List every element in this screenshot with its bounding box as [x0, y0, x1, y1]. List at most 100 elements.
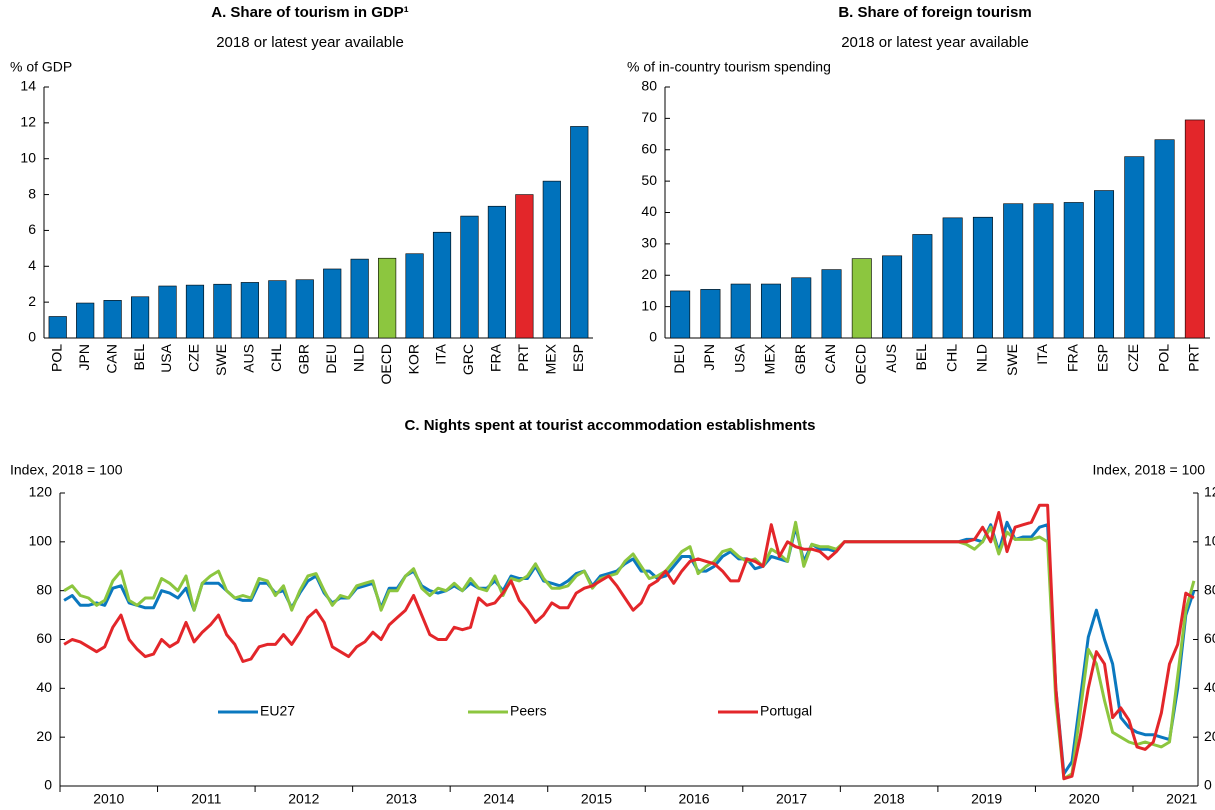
y-tick-label: 120: [1204, 484, 1215, 500]
chart-title: B. Share of foreign tourism: [838, 4, 1031, 21]
bar: [570, 126, 589, 339]
bar: [487, 205, 507, 339]
x-tick-label: JPN: [76, 344, 92, 370]
y-tick-label: 40: [36, 679, 52, 695]
x-tick-label: DEU: [323, 344, 339, 374]
x-tick-label: CHL: [943, 344, 959, 372]
y-tick-label: 0: [649, 329, 657, 345]
x-tick-label: 2013: [386, 791, 417, 807]
y-axis-label: % of GDP: [10, 59, 72, 75]
bar: [295, 279, 314, 339]
y-tick-label: 60: [36, 630, 52, 646]
bar: [942, 217, 963, 339]
line-series: [63, 520, 1196, 781]
y2-axis-label: Index, 2018 = 100: [1093, 462, 1206, 478]
x-tick-label: USA: [731, 343, 747, 372]
x-tick-label: NLD: [350, 344, 366, 372]
bar: [670, 290, 691, 339]
y-tick-label: 20: [641, 266, 657, 282]
bar: [515, 194, 534, 339]
y-tick-label: 10: [641, 297, 657, 313]
x-tick-label: 2016: [678, 791, 709, 807]
y-tick-label: 50: [641, 172, 657, 188]
bar: [268, 280, 287, 339]
bar: [158, 285, 177, 339]
x-tick-label: DEU: [671, 344, 687, 374]
bar: [1063, 202, 1084, 339]
x-tick-label: 2015: [581, 791, 612, 807]
x-tick-label: 2021: [1166, 791, 1197, 807]
line-series: [63, 520, 1196, 776]
x-tick-label: SWE: [1004, 344, 1020, 376]
x-tick-label: CZE: [186, 344, 202, 372]
bar: [185, 284, 205, 339]
x-tick-label: MEX: [762, 343, 778, 374]
bar: [1003, 203, 1024, 339]
x-tick-label: 2014: [483, 791, 514, 807]
y-tick-label: 2: [28, 293, 36, 309]
y-tick-label: 80: [1204, 581, 1215, 597]
y-axis-label: Index, 2018 = 100: [10, 462, 123, 478]
y-tick-label: 10: [20, 149, 36, 165]
bar: [405, 253, 424, 339]
x-tick-label: CHL: [268, 344, 284, 372]
y-tick-label: 6: [28, 221, 36, 237]
y-tick-label: 80: [36, 581, 52, 597]
bar: [76, 302, 95, 339]
bar: [1184, 119, 1205, 339]
x-tick-label: AUS: [241, 344, 257, 373]
bar: [323, 268, 342, 339]
x-tick-label: KOR: [405, 344, 421, 374]
legend-label: Peers: [510, 703, 547, 719]
x-tick-label: POL: [1155, 344, 1171, 372]
bar: [48, 316, 67, 339]
x-tick-label: BEL: [913, 344, 929, 371]
y-axis-label: % of in-country tourism spending: [627, 59, 831, 75]
x-tick-label: FRA: [488, 343, 504, 372]
bar: [1124, 156, 1145, 339]
x-tick-label: ESP: [570, 344, 586, 372]
bar: [700, 289, 721, 339]
x-tick-label: FRA: [1064, 343, 1080, 372]
x-tick-label: 2012: [288, 791, 319, 807]
bar: [851, 258, 872, 339]
bar: [103, 300, 122, 339]
bar: [912, 234, 933, 339]
bar: [460, 215, 479, 339]
bar: [972, 216, 993, 339]
y-tick-label: 0: [1204, 777, 1212, 793]
x-tick-label: GBR: [792, 344, 808, 374]
x-tick-label: 2011: [191, 791, 221, 807]
y-tick-label: 60: [641, 140, 657, 156]
x-tick-label: 2020: [1069, 791, 1100, 807]
x-tick-label: SWE: [213, 344, 229, 376]
bar: [730, 283, 751, 339]
x-tick-label: OECD: [853, 344, 869, 384]
bar: [1033, 203, 1054, 339]
x-tick-label: BEL: [131, 344, 147, 371]
bar: [432, 231, 452, 339]
y-tick-label: 60: [1204, 630, 1215, 646]
chart-subtitle: 2018 or latest year available: [216, 34, 404, 51]
chart-subtitle: 2018 or latest year available: [841, 34, 1029, 51]
bar: [791, 277, 812, 339]
x-tick-label: PRT: [515, 344, 531, 372]
bar: [1154, 139, 1175, 339]
bar: [130, 296, 150, 339]
y-tick-label: 40: [641, 203, 657, 219]
x-tick-label: CAN: [822, 344, 838, 374]
x-tick-label: 2019: [971, 791, 1002, 807]
x-tick-label: MEX: [543, 343, 559, 374]
bar: [350, 258, 369, 339]
x-tick-label: NLD: [974, 344, 990, 372]
bar: [213, 283, 232, 339]
x-tick-label: POL: [48, 344, 64, 372]
x-tick-label: PRT: [1186, 344, 1202, 372]
y-tick-label: 20: [36, 728, 52, 744]
x-tick-label: 2010: [93, 791, 124, 807]
x-tick-label: CAN: [103, 344, 119, 374]
bar: [378, 257, 397, 339]
bar: [760, 283, 781, 339]
y-tick-label: 14: [20, 78, 36, 94]
